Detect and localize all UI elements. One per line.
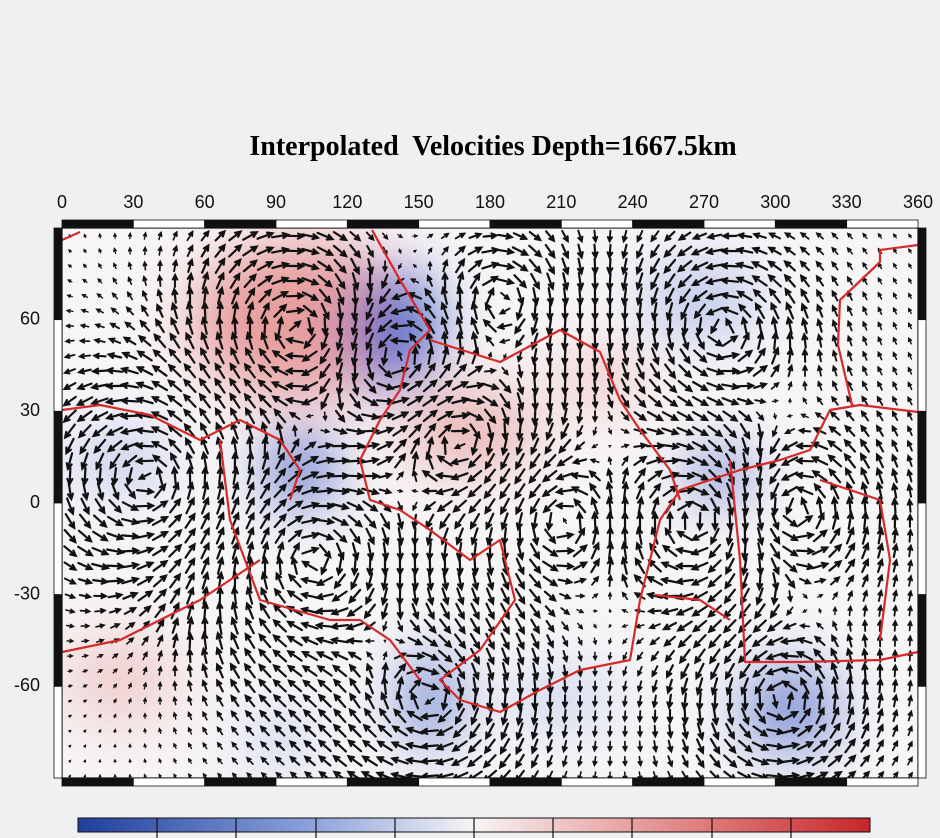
x-tick-label: 300 [760,192,790,212]
frame-bar [918,686,926,778]
frame-bar [276,778,347,786]
y-tick-label: 0 [30,492,40,512]
x-tick-label: 0 [57,192,67,212]
frame-bar [133,778,204,786]
y-tick-label: 60 [20,308,40,328]
frame-bar [62,220,133,228]
frame-bar [347,778,418,786]
frame-bar [633,220,704,228]
frame-bar [276,220,347,228]
frame-bar [775,778,846,786]
x-tick-label: 360 [903,192,933,212]
frame-bar [205,778,276,786]
frame-bar [918,595,926,687]
frame-bar [205,220,276,228]
frame-bar [490,778,561,786]
frame-bar [419,220,490,228]
x-tick-label: 210 [546,192,576,212]
y-tick-label: -30 [14,583,40,603]
frame-bar [918,320,926,412]
frame-bar [704,778,775,786]
colorbar [78,818,870,838]
frame-bar [54,686,62,778]
frame-bar [54,595,62,687]
frame-bar [847,220,918,228]
x-tick-label: 120 [332,192,362,212]
velocity-arrow [84,730,86,732]
x-tick-label: 330 [832,192,862,212]
frame-bar [54,411,62,503]
page: {"chart_data": {"type": "map", "title": … [0,0,940,838]
frame-bar [775,220,846,228]
x-tick-label: 30 [123,192,143,212]
y-tick-label: -60 [14,675,40,695]
frame-bar [561,778,632,786]
x-tick-label: 240 [618,192,648,212]
y-tick-label: 30 [20,400,40,420]
frame-bar [633,778,704,786]
frame-bar [54,228,62,320]
frame-bar [62,778,133,786]
frame-bar [918,503,926,595]
frame-bar [704,220,775,228]
frame-bar [419,778,490,786]
frame-bar [561,220,632,228]
x-tick-label: 180 [475,192,505,212]
x-tick-label: 90 [266,192,286,212]
figure: Interpolated Velocities Depth=1667.5km [0,0,940,838]
chart-title: Interpolated Velocities Depth=1667.5km [249,131,736,162]
frame-bar [918,228,926,320]
x-tick-label: 150 [404,192,434,212]
frame-bar [847,778,918,786]
x-tick-label: 60 [195,192,215,212]
frame-bar [347,220,418,228]
frame-bar [54,320,62,412]
frame-bar [918,411,926,503]
map-area [60,228,918,781]
frame-bar [490,220,561,228]
frame-bar [54,503,62,595]
frame-bar [133,220,204,228]
x-tick-label: 270 [689,192,719,212]
